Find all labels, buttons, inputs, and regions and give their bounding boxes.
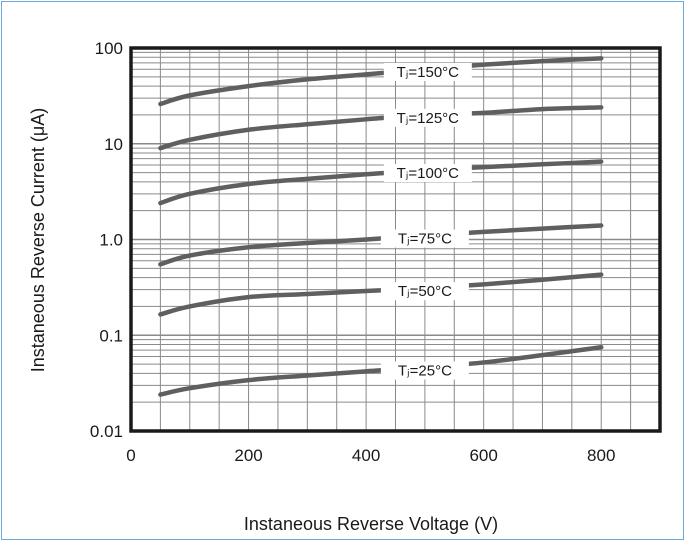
series-label: Tⱼ=75°C [398, 231, 452, 248]
series-label-background [383, 108, 472, 127]
series-label-background [383, 163, 472, 182]
y-tick-label: 0.01 [90, 422, 123, 441]
y-tick-label: 0.1 [99, 326, 123, 345]
series-curves: Tⱼ=150°C Tⱼ=125°C Tⱼ=100°C Tⱼ=75°C Tⱼ=50°C Tⱼ… [158, 56, 604, 397]
y-tick-label: 10 [104, 135, 123, 154]
series-line [158, 272, 604, 317]
x-tick-label: 600 [469, 446, 497, 465]
x-tick-label: 800 [587, 446, 615, 465]
series-label: Tⱼ=100°C [397, 165, 460, 182]
x-tick-label: 200 [234, 446, 262, 465]
series-label: Tⱼ=50°C [398, 283, 452, 300]
series-label: Tⱼ=150°C [397, 64, 460, 81]
series-label-background [380, 229, 469, 248]
x-tick-label: 400 [352, 446, 380, 465]
series-label-background [380, 282, 469, 301]
series-label: Tⱼ=125°C [397, 110, 460, 127]
x-tick-label: 0 [126, 446, 135, 465]
x-axis-title: Instaneous Reverse Voltage (V) [244, 514, 498, 534]
series-label-background [383, 63, 472, 82]
series-line [158, 159, 604, 206]
series-line [158, 56, 604, 107]
series-line [158, 344, 604, 397]
y-tick-label: 100 [95, 39, 123, 58]
tick-labels: 0 200 400 600 800 0.01 0.1 1.0 10 100 [90, 39, 616, 465]
y-tick-label: 1.0 [99, 231, 123, 250]
plot-area-border [129, 46, 662, 433]
series-label-background [380, 361, 469, 380]
series-line [158, 105, 604, 151]
series-line [158, 223, 604, 267]
y-axis-title: Instaneous Reverse Current (μA) [28, 108, 48, 372]
series-label: Tⱼ=25°C [398, 363, 452, 380]
